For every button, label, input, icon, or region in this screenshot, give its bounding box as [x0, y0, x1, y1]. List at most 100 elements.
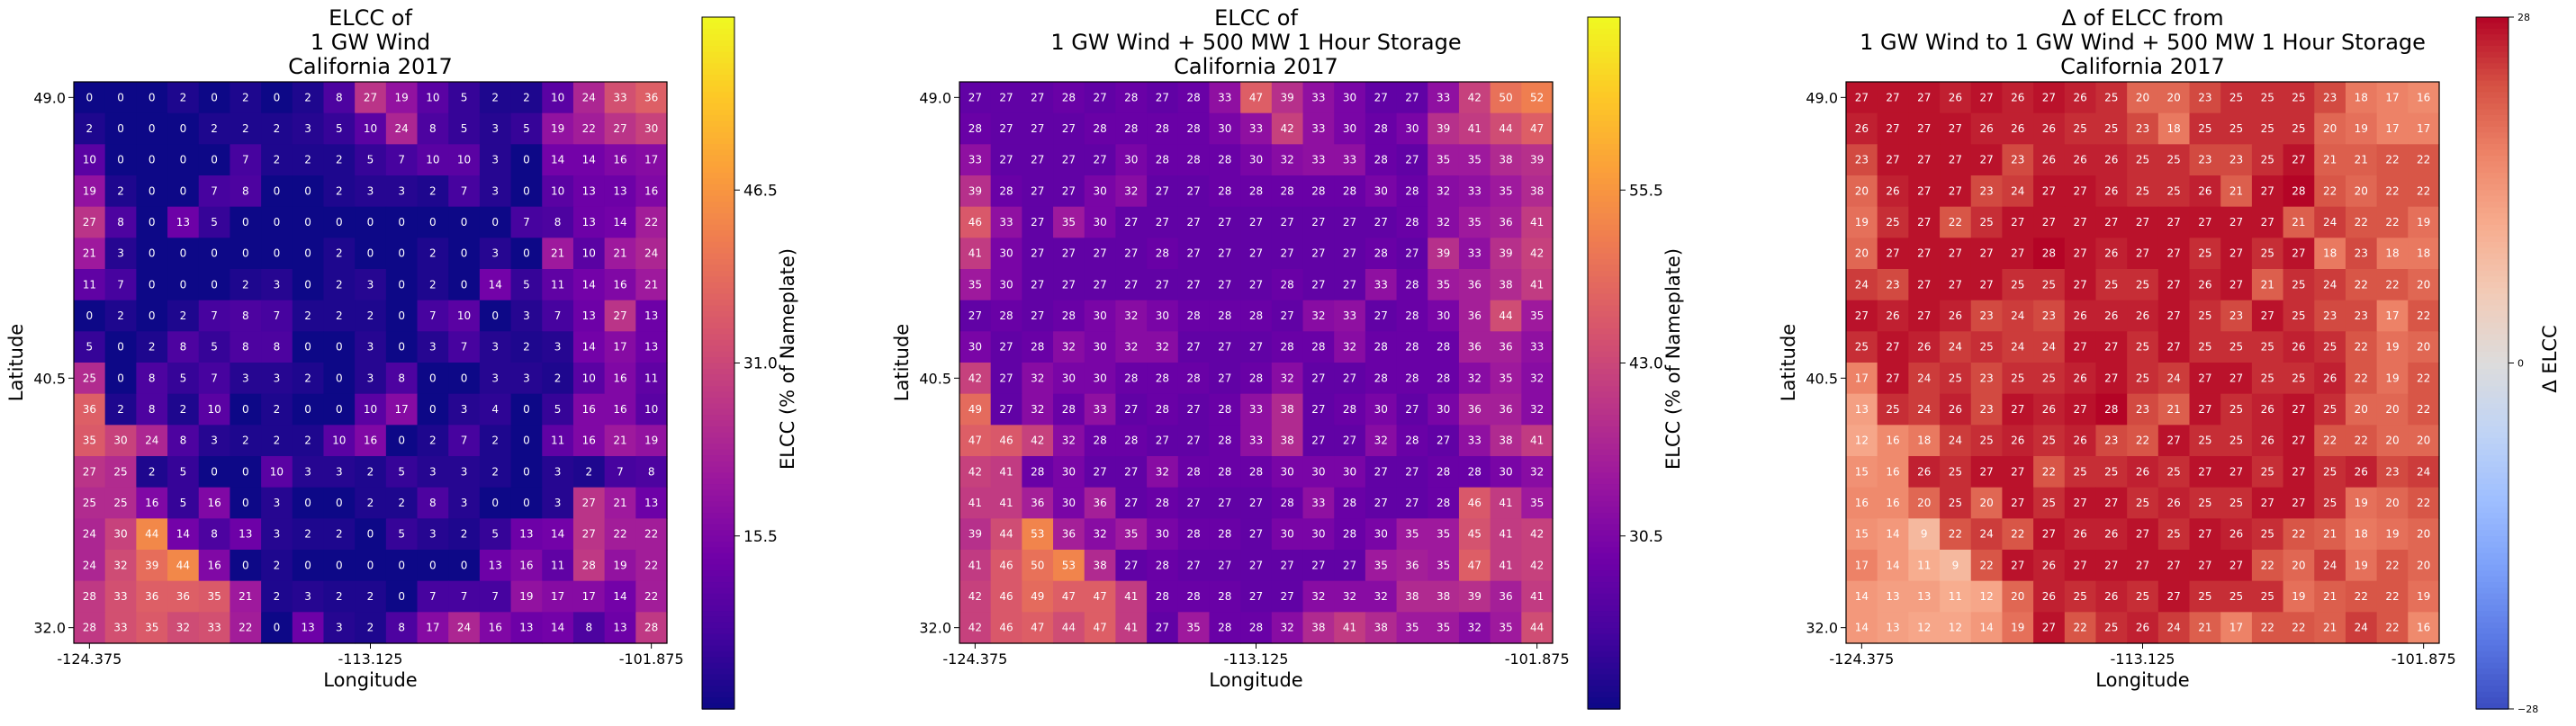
cell-value-label: 21	[83, 247, 96, 260]
heatmap-cell	[990, 550, 1022, 582]
heatmap-cell	[355, 425, 387, 457]
cell-value-label: 3	[336, 465, 343, 478]
cell-value-label: 0	[211, 465, 218, 478]
cell-value-label: 22	[613, 528, 626, 541]
heatmap-cell	[2251, 363, 2284, 395]
colorbar-tick-label: 30.5	[1629, 528, 1663, 546]
heatmap-cell	[572, 425, 606, 457]
heatmap-cell	[355, 144, 387, 176]
colorbar-segment	[702, 582, 734, 589]
cell-value-label: 0	[242, 497, 249, 509]
cell-value-label: 44	[1499, 309, 1512, 322]
heatmap-cell	[1271, 487, 1304, 519]
cell-value-label: 27	[1186, 403, 1200, 416]
heatmap-cell	[1521, 550, 1554, 582]
cell-value-label: 3	[523, 309, 530, 322]
heatmap-cell	[1846, 550, 1878, 582]
cell-value-label: 28	[999, 309, 1013, 322]
cell-value-label: 23	[1979, 403, 1993, 416]
cell-value-label: 5	[461, 91, 468, 103]
colorbar-segment	[2476, 466, 2508, 474]
heatmap-cell	[1970, 331, 2004, 363]
y-tick-label: 40.5	[33, 370, 66, 387]
cell-value-label: 5	[211, 341, 218, 354]
heatmap-cell	[1084, 393, 1117, 426]
heatmap-cell	[1271, 144, 1304, 176]
cell-value-label: 25	[2167, 154, 2181, 166]
cell-value-label: 16	[207, 497, 221, 509]
cell-value-label: 2	[336, 528, 343, 541]
heatmap-cell	[448, 487, 481, 519]
cell-value-label: 14	[613, 216, 626, 229]
cell-value-label: 28	[1062, 403, 1076, 416]
heatmap-cell	[1521, 363, 1554, 395]
cell-value-label: 5	[180, 497, 187, 509]
cell-value-label: 25	[1949, 465, 1962, 478]
colorbar-segment	[2476, 559, 2508, 566]
cell-value-label: 21	[2167, 403, 2181, 416]
cell-value-label: 27	[1886, 91, 1899, 103]
colorbar-segment	[2476, 114, 2508, 122]
cell-value-label: 25	[2136, 278, 2149, 291]
heatmap-cell	[1521, 300, 1554, 332]
heatmap-cell	[2283, 487, 2315, 519]
cell-value-label: 28	[1062, 91, 1076, 103]
colorbar-segment	[2476, 46, 2508, 53]
heatmap-cell	[230, 206, 262, 238]
heatmap-cell	[479, 456, 512, 488]
colorbar-segment	[1588, 28, 1620, 36]
colorbar-segment	[2476, 645, 2508, 652]
cell-value-label: 2	[304, 154, 311, 166]
cell-value-label: 0	[180, 154, 187, 166]
cell-value-label: 21	[2323, 590, 2337, 603]
colorbar-segment	[2476, 437, 2508, 445]
heatmap-cell	[2376, 144, 2409, 176]
colorbar-segment	[702, 46, 734, 53]
cell-value-label: 23	[2385, 465, 2399, 478]
cell-value-label: 0	[429, 372, 437, 384]
heatmap-cell	[1334, 518, 1366, 551]
heatmap-cell	[1846, 518, 1878, 551]
heatmap-cell	[1240, 269, 1273, 301]
heatmap-cell	[1365, 487, 1398, 519]
cell-value-label: 21	[644, 278, 658, 291]
colorbar-segment	[702, 57, 734, 65]
cell-value-label: 21	[2323, 528, 2337, 541]
heatmap-cell	[635, 82, 668, 114]
cell-value-label: 0	[398, 216, 405, 229]
heatmap-cell	[1209, 269, 1241, 301]
cell-value-label: 16	[364, 435, 377, 447]
heatmap-cell	[261, 580, 293, 613]
heatmap-cell	[479, 300, 512, 332]
cell-value-label: 20	[2011, 590, 2024, 603]
cell-value-label: 30	[1093, 309, 1106, 322]
cell-value-label: 20	[2136, 91, 2149, 103]
cell-value-label: 27	[1343, 559, 1356, 571]
cell-value-label: 27	[1343, 435, 1356, 447]
cell-value-label: 28	[1405, 278, 1419, 291]
heatmap-cell	[2314, 393, 2346, 426]
colorbar-segment	[702, 28, 734, 36]
heatmap-cell	[292, 550, 325, 582]
heatmap-cell	[74, 238, 106, 270]
cell-value-label: 42	[968, 465, 982, 478]
heatmap-cell	[2095, 300, 2128, 332]
cell-value-label: 28	[1186, 590, 1200, 603]
cell-value-label: 27	[1218, 497, 1231, 509]
heatmap-cell	[959, 300, 992, 332]
colorbar-segment	[2476, 85, 2508, 94]
heatmap-cell	[2189, 144, 2221, 176]
colorbar-segment	[1588, 391, 1620, 399]
cell-value-label: 22	[2417, 403, 2430, 416]
cell-value-label: 17	[1855, 372, 1869, 384]
cell-value-label: 5	[86, 341, 94, 354]
colorbar-segment	[702, 391, 734, 399]
heatmap-cell	[323, 238, 356, 270]
cell-value-label: 35	[1186, 622, 1200, 634]
x-tick-label: -113.125	[338, 650, 403, 668]
cell-value-label: 28	[1343, 497, 1356, 509]
cell-value-label: 0	[149, 247, 156, 260]
heatmap-cell	[292, 112, 325, 145]
cell-value-label: 53	[1062, 559, 1076, 571]
cell-value-label: 44	[1499, 122, 1512, 135]
